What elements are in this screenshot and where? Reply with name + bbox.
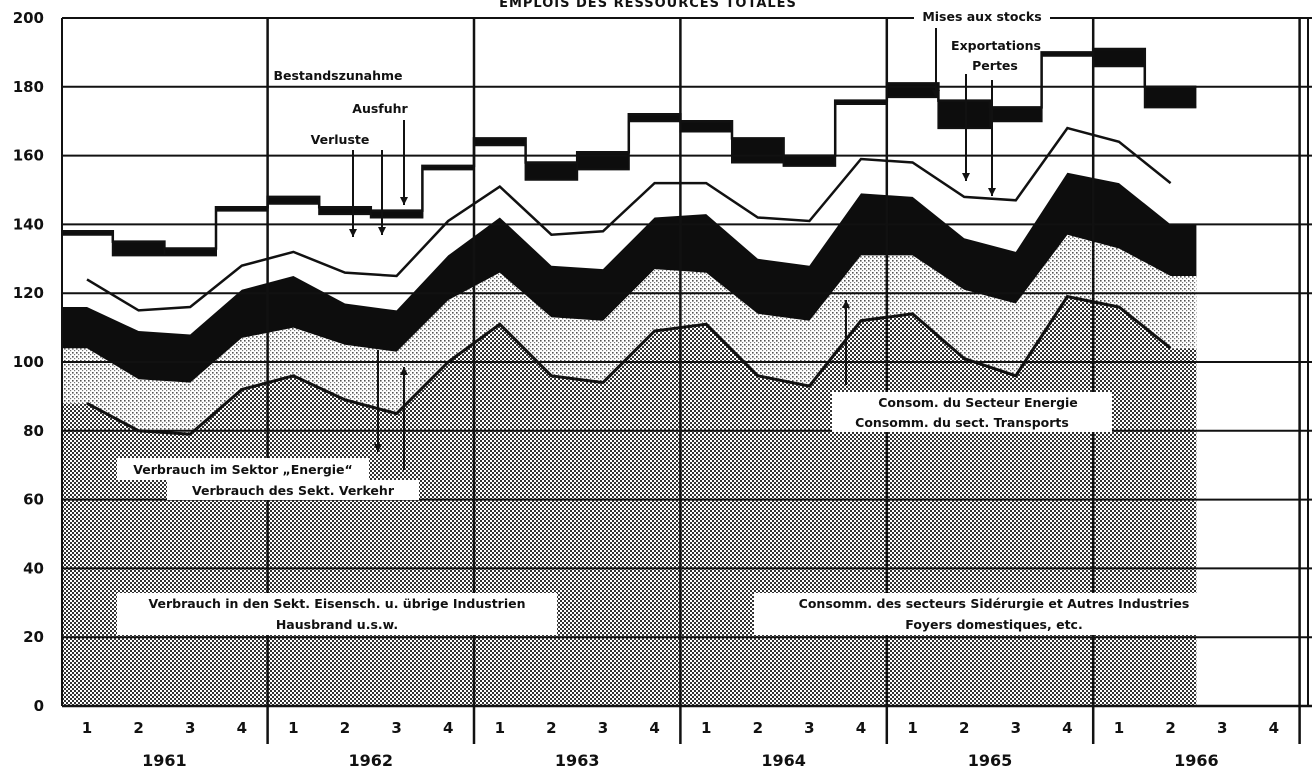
arrowhead xyxy=(378,227,386,235)
label-bestandszunahme: Bestandszunahme xyxy=(273,68,402,83)
x-quarter-label: 3 xyxy=(391,719,401,737)
y-tick-label: 40 xyxy=(23,559,44,577)
label-exportations: Exportations xyxy=(951,38,1041,53)
arrowhead xyxy=(932,90,940,98)
label-verbrauch-energie: Verbrauch im Sektor „Energie“ xyxy=(133,462,353,477)
x-quarter-label: 1 xyxy=(907,719,917,737)
label-bg-mises xyxy=(914,8,1050,25)
x-quarter-label: 2 xyxy=(133,719,143,737)
label-bg-energie-de xyxy=(117,458,369,480)
label-consom-energie: Consom. du Secteur Energie xyxy=(878,395,1078,410)
x-quarter-label: 4 xyxy=(1062,719,1072,737)
chart-title: EMPLOIS DES RESSOURCES TOTALES xyxy=(499,0,797,11)
x-quarter-label: 2 xyxy=(340,719,350,737)
x-quarter-label: 3 xyxy=(185,719,195,737)
x-quarter-label: 4 xyxy=(443,719,453,737)
y-tick-label: 0 xyxy=(34,697,44,715)
x-quarter-label: 3 xyxy=(1011,719,1021,737)
arrowhead xyxy=(400,197,408,205)
axes: 0 20 40 60 80 100 120 140 160 180 200 1 2 3 4 1 2 3 4 1 2 3 4 1… xyxy=(13,9,1279,770)
x-quarter-label: 4 xyxy=(649,719,659,737)
arrowhead xyxy=(374,444,382,452)
x-year-label: 1962 xyxy=(349,751,394,770)
label-verbrauch-industrien: Verbrauch in den Sekt. Eisensch. u. übri… xyxy=(148,596,525,611)
x-year-label: 1961 xyxy=(142,751,187,770)
x-quarter-label: 3 xyxy=(804,719,814,737)
label-verbrauch-verkehr: Verbrauch des Sekt. Verkehr xyxy=(192,483,395,498)
x-year-label: 1963 xyxy=(555,751,600,770)
label-pertes: Pertes xyxy=(972,58,1018,73)
y-tick-label: 60 xyxy=(23,491,44,509)
arrowhead xyxy=(400,367,408,375)
x-quarter-label: 1 xyxy=(1114,719,1124,737)
y-tick-label: 180 xyxy=(13,78,44,96)
label-consomm-industries: Consomm. des secteurs Sidérurgie et Autr… xyxy=(799,596,1190,611)
x-quarter-label: 4 xyxy=(856,719,866,737)
x-quarter-label: 4 xyxy=(237,719,247,737)
x-quarter-label: 2 xyxy=(959,719,969,737)
y-tick-label: 20 xyxy=(23,628,44,646)
series-lines xyxy=(61,28,1197,470)
y-tick-label: 160 xyxy=(13,147,44,165)
x-quarter-label: 3 xyxy=(598,719,608,737)
x-quarter-label: 1 xyxy=(701,719,711,737)
x-quarter-label: 2 xyxy=(753,719,763,737)
x-quarter-label: 1 xyxy=(288,719,298,737)
y-tick-label: 100 xyxy=(13,353,44,371)
title-bg xyxy=(418,0,878,8)
label-bg-energie-fr xyxy=(832,392,1112,432)
line-industry xyxy=(86,294,1172,436)
y-tick-label: 140 xyxy=(13,215,44,233)
label-bg-industrie-fr xyxy=(754,593,1234,635)
label-bg-verkehr-de xyxy=(167,480,419,500)
arrowhead xyxy=(842,300,850,308)
arrowhead xyxy=(349,229,357,237)
x-year-label: 1966 xyxy=(1174,751,1219,770)
y-tick-label: 120 xyxy=(13,284,44,302)
label-foyers: Foyers domestiques, etc. xyxy=(905,617,1082,632)
y-tick-label: 200 xyxy=(13,9,44,27)
area-transport xyxy=(62,234,1197,435)
x-quarter-label: 3 xyxy=(1217,719,1227,737)
x-year-label: 1964 xyxy=(761,751,806,770)
label-hausbrand: Hausbrand u.s.w. xyxy=(276,617,398,632)
label-mises-aux-stocks: Mises aux stocks xyxy=(922,9,1041,24)
arrowhead xyxy=(962,173,970,181)
x-quarter-label: 2 xyxy=(1165,719,1175,737)
label-consom-transports: Consomm. du sect. Transports xyxy=(855,415,1069,430)
y-tick-label: 80 xyxy=(23,422,44,440)
x-quarter-label: 2 xyxy=(546,719,556,737)
grid-lines xyxy=(61,17,1312,744)
x-quarter-label: 4 xyxy=(1269,719,1279,737)
x-quarter-label: 1 xyxy=(495,719,505,737)
line-losses xyxy=(86,126,1172,312)
x-quarter-label: 1 xyxy=(82,719,92,737)
x-year-label: 1965 xyxy=(968,751,1013,770)
label-bg-industrie-de xyxy=(117,593,557,635)
arrowhead xyxy=(988,188,996,196)
label-ausfuhr: Ausfuhr xyxy=(352,101,408,116)
label-verluste: Verluste xyxy=(311,132,370,147)
